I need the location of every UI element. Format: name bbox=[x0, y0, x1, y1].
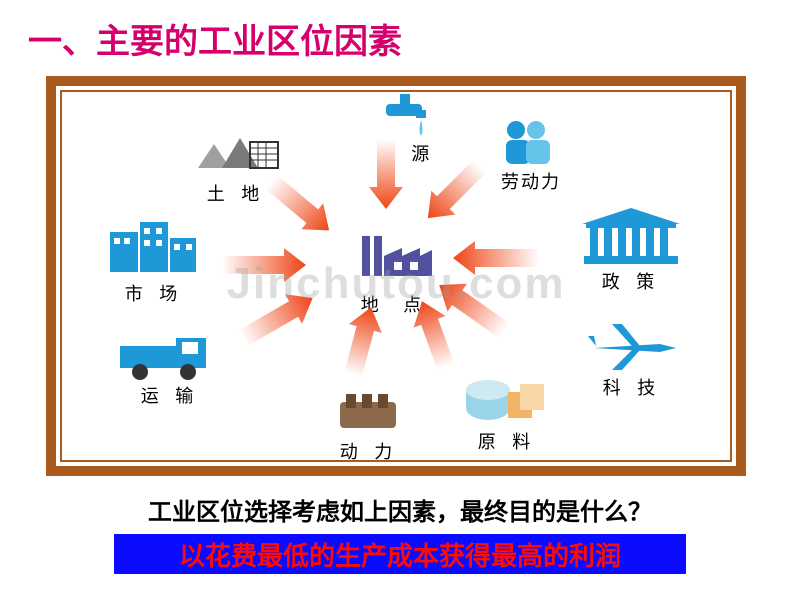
factor-market: 市 场 bbox=[104, 216, 204, 306]
market-icon bbox=[104, 216, 204, 280]
page-title: 一、主要的工业区位因素 bbox=[28, 14, 402, 63]
diagram-canvas: 水 源 劳动力 政 策 bbox=[56, 86, 736, 466]
diagram-frame: 水 源 劳动力 政 策 bbox=[46, 76, 746, 476]
factor-materials: 原 料 bbox=[462, 372, 552, 454]
question-text: 工业区位选择考虑如上因素，最终目的是什么？ bbox=[0, 492, 800, 527]
arrow-market bbox=[220, 246, 308, 284]
arrow-policy bbox=[451, 239, 541, 277]
factor-tech: 科 技 bbox=[582, 318, 682, 400]
government-icon bbox=[576, 206, 686, 268]
airplane-icon bbox=[582, 318, 682, 374]
truck-icon bbox=[116, 332, 224, 382]
people-icon bbox=[496, 116, 566, 168]
arrow-power bbox=[334, 300, 390, 381]
arrow-land bbox=[257, 166, 343, 247]
factor-policy: 政 策 bbox=[576, 206, 686, 294]
materials-icon bbox=[462, 372, 552, 428]
factor-labor-label: 劳动力 bbox=[496, 168, 566, 194]
factor-power-label: 动 力 bbox=[332, 438, 406, 464]
factor-transport-label: 运 输 bbox=[116, 382, 224, 408]
answer-bar: 以花费最低的生产成本获得最高的利润 bbox=[114, 534, 686, 574]
factor-materials-label: 原 料 bbox=[462, 428, 552, 454]
factor-market-label: 市 场 bbox=[104, 280, 204, 306]
factor-tech-label: 科 技 bbox=[582, 374, 682, 400]
arrow-transport bbox=[232, 281, 324, 356]
power-icon bbox=[332, 390, 406, 438]
factor-labor: 劳动力 bbox=[496, 116, 566, 194]
tap-icon bbox=[376, 90, 436, 140]
factor-power: 动 力 bbox=[332, 390, 406, 464]
factory-icon bbox=[354, 228, 438, 284]
answer-text: 以花费最低的生产成本获得最高的利润 bbox=[179, 536, 621, 573]
land-icon bbox=[186, 126, 286, 180]
factor-transport: 运 输 bbox=[116, 332, 224, 408]
arrow-water bbox=[367, 137, 405, 211]
factor-policy-label: 政 策 bbox=[576, 268, 686, 294]
